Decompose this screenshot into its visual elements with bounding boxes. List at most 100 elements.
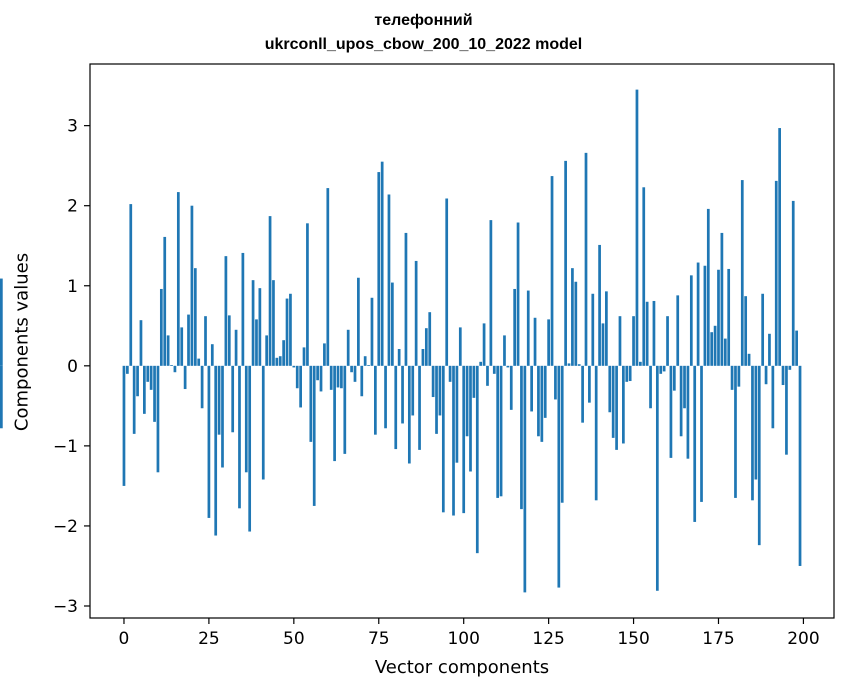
bar-99 bbox=[458, 327, 462, 366]
bar-95 bbox=[445, 198, 449, 366]
bar-68 bbox=[353, 365, 357, 382]
y-axis-ticks: −3 −2 −1 0 1 2 3 bbox=[53, 117, 90, 617]
bar-174 bbox=[713, 325, 717, 366]
bar-20 bbox=[190, 205, 194, 366]
bar-89 bbox=[424, 328, 428, 366]
bar-164 bbox=[679, 365, 683, 437]
bar-177 bbox=[723, 338, 727, 366]
bar-130 bbox=[564, 160, 567, 366]
bar-43 bbox=[268, 216, 272, 366]
bar-92 bbox=[435, 365, 438, 434]
bar-198 bbox=[795, 330, 798, 366]
bar-87 bbox=[418, 365, 421, 450]
bar-88 bbox=[421, 349, 425, 366]
bar-27 bbox=[214, 365, 218, 536]
bar-76 bbox=[380, 161, 384, 366]
bar-125 bbox=[547, 319, 550, 366]
bar-86 bbox=[414, 260, 418, 366]
bar-160 bbox=[666, 316, 669, 366]
bar-16 bbox=[176, 192, 180, 366]
x-tick-label: 25 bbox=[198, 629, 220, 649]
bar-149 bbox=[628, 365, 632, 382]
bar-182 bbox=[740, 180, 744, 366]
bar-29 bbox=[221, 365, 224, 468]
bar-46 bbox=[278, 356, 282, 366]
bar-60 bbox=[326, 188, 330, 366]
bar-154 bbox=[645, 301, 649, 366]
bar-176 bbox=[720, 232, 724, 366]
bar-187 bbox=[757, 365, 761, 546]
bar-33 bbox=[234, 329, 238, 366]
bar-132 bbox=[571, 268, 574, 366]
bar-114 bbox=[509, 365, 513, 410]
bar-14 bbox=[170, 365, 173, 366]
y-tick-label: −2 bbox=[53, 517, 78, 537]
bar-79 bbox=[391, 282, 394, 366]
bar-5 bbox=[139, 320, 143, 366]
y-tick-label: −3 bbox=[53, 597, 78, 617]
bar-55 bbox=[309, 365, 313, 442]
bar-26 bbox=[210, 344, 214, 366]
bar-37 bbox=[248, 365, 252, 532]
bar-51 bbox=[295, 365, 299, 389]
bar-98 bbox=[455, 365, 459, 463]
bar-135 bbox=[581, 365, 584, 423]
bar-1 bbox=[126, 365, 129, 374]
bar-172 bbox=[706, 208, 710, 366]
bar-141 bbox=[601, 323, 605, 366]
bar-10 bbox=[156, 365, 160, 473]
bar-152 bbox=[639, 361, 642, 366]
bar-64 bbox=[340, 365, 343, 389]
bar-31 bbox=[227, 315, 231, 366]
bar-133 bbox=[574, 281, 578, 366]
bar-34 bbox=[238, 365, 241, 509]
bar-62 bbox=[333, 365, 336, 462]
bar-83 bbox=[404, 232, 408, 366]
bar-78 bbox=[387, 194, 391, 366]
x-tick-label: 75 bbox=[368, 629, 390, 649]
bar-109 bbox=[492, 365, 496, 374]
bar-139 bbox=[594, 365, 598, 501]
bar-197 bbox=[791, 200, 795, 366]
bar-22 bbox=[197, 358, 201, 366]
bar-41 bbox=[261, 365, 265, 480]
x-tick-label: 0 bbox=[119, 629, 130, 649]
bar-40 bbox=[258, 288, 262, 366]
bar-18 bbox=[183, 365, 187, 390]
bar-120 bbox=[530, 365, 533, 412]
bar-12 bbox=[163, 236, 167, 366]
bar-30 bbox=[224, 256, 228, 366]
bar-183 bbox=[744, 296, 748, 366]
y-tick-label: −1 bbox=[53, 437, 78, 457]
bar-100 bbox=[462, 365, 466, 514]
bar-157 bbox=[655, 365, 659, 591]
bar-44 bbox=[272, 280, 275, 366]
bar-52 bbox=[299, 365, 302, 408]
bar-9 bbox=[153, 365, 156, 422]
bar-112 bbox=[503, 335, 506, 366]
bar-3 bbox=[132, 365, 136, 434]
bar-145 bbox=[615, 365, 618, 450]
bars-group bbox=[0, 89, 802, 593]
bar-53 bbox=[302, 347, 306, 366]
bar-74 bbox=[374, 365, 377, 435]
bar-106 bbox=[482, 323, 486, 366]
bar-25 bbox=[207, 365, 211, 518]
bar-175 bbox=[717, 269, 720, 366]
bar-11 bbox=[159, 288, 163, 366]
bar-191 bbox=[771, 365, 775, 429]
bar-113 bbox=[506, 365, 510, 368]
bar-168 bbox=[693, 365, 697, 522]
bar-8 bbox=[149, 365, 153, 390]
bar-156 bbox=[652, 300, 656, 366]
bar-94 bbox=[441, 365, 445, 513]
bar-82 bbox=[401, 365, 404, 424]
plot-frame bbox=[89, 63, 835, 619]
bar-61 bbox=[329, 365, 333, 390]
bar-73 bbox=[370, 297, 374, 366]
bar-194 bbox=[781, 365, 785, 386]
bar-162 bbox=[672, 365, 676, 391]
bar-24 bbox=[204, 316, 207, 366]
